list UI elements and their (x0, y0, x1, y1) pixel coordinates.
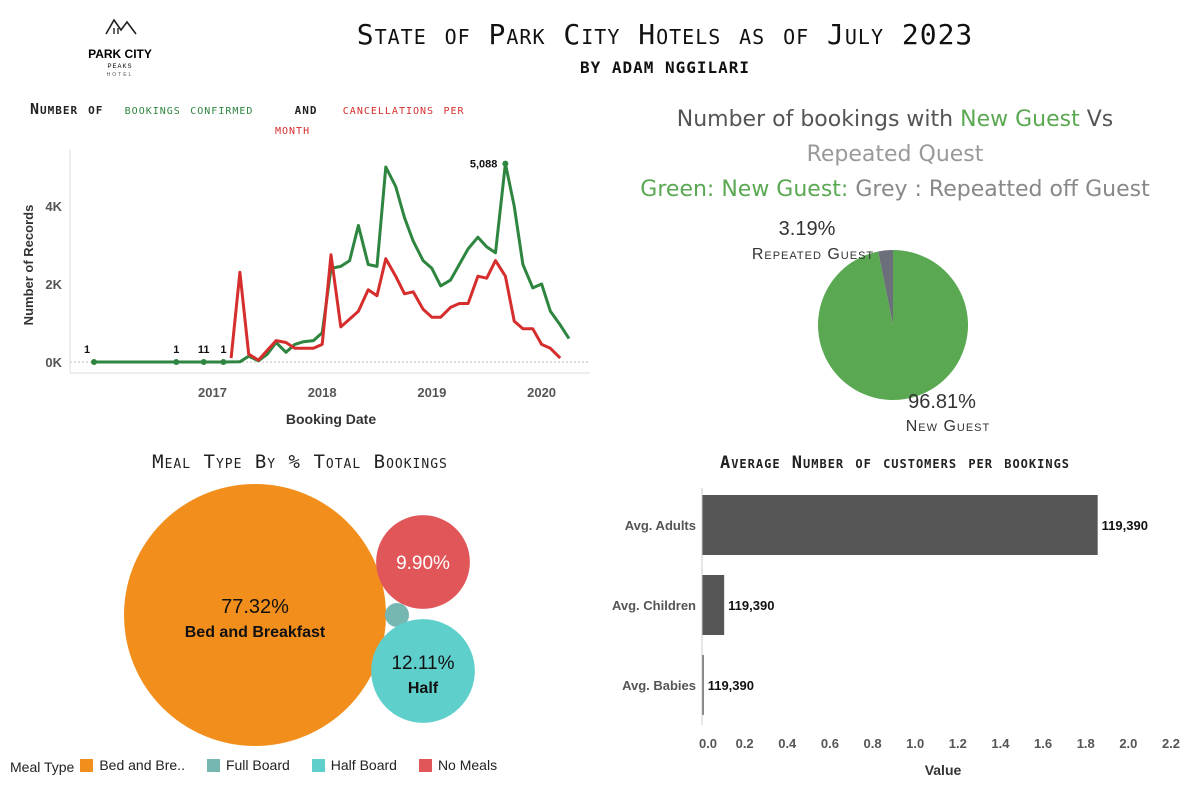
x-tick-label: 0.0 (699, 736, 717, 751)
x-tick-label: 1.0 (906, 736, 924, 751)
bar-data-label: 119,390 (1102, 518, 1148, 533)
meal-bubble-name: Half (408, 680, 439, 697)
data-label: 1 (220, 344, 226, 356)
pie-label-repeated-name: Repeated Guest (752, 246, 874, 263)
logo-line2: PEAKS (107, 64, 132, 70)
meal-legend-item[interactable]: Half Board (311, 757, 397, 773)
mountain-logo-icon: PARK CITY PEAKS HOTEL (88, 18, 152, 78)
line-title-prefix: Number of (30, 100, 104, 118)
legend-swatch (311, 758, 325, 772)
meal-bubble-bed-and-bre- (124, 484, 386, 746)
page-subtitle: BY ADAM NGGILARI (579, 58, 751, 77)
line-title-red: cancellations per (342, 102, 465, 118)
pie-label-repeated-pct: 3.19% (779, 218, 836, 240)
x-tick-label: 2017 (198, 385, 227, 400)
meal-bubble-pct: 77.32% (221, 596, 289, 618)
meal-bubble-chart: 77.32% Bed and Breakfast 12.11% Half 9.90% (124, 484, 475, 746)
meal-bubble-pct: 9.90% (396, 553, 450, 574)
x-axis-title: Value (925, 762, 962, 778)
x-tick-label: 0.2 (736, 736, 754, 751)
pie-title-l1-c: Vs (1086, 107, 1114, 132)
logo-line3: HOTEL (107, 72, 134, 78)
x-tick-label: 2020 (527, 385, 556, 400)
legend-swatch (80, 758, 94, 772)
pie-slice-new-guest (818, 250, 968, 400)
x-tick-label: 0.8 (864, 736, 882, 751)
data-point (173, 358, 180, 365)
y-tick-label: 4K (45, 199, 62, 214)
cancellations-line (229, 253, 562, 362)
data-label: 5,088 (470, 159, 498, 171)
bar-category-label: Avg. Children (612, 598, 696, 613)
meal-legend: Meal Type Bed and Bre.. Full Board Half Boa… (10, 757, 600, 777)
line-title-green: bookings confirmed (124, 102, 254, 118)
pie-title-l2: Repeated Quest (806, 142, 984, 167)
legend-label: Half Board (330, 757, 397, 773)
legend-swatch (418, 758, 432, 772)
line-title-and: and (294, 100, 318, 118)
data-point (91, 358, 97, 365)
bar-avg-babies (702, 655, 704, 715)
meal-legend-item[interactable]: No Meals (418, 757, 498, 773)
logo-line1: PARK CITY (88, 47, 152, 61)
x-tick-label: 1.6 (1034, 736, 1052, 751)
bar-data-label: 119,390 (728, 598, 774, 613)
page-title: State of Park City Hotels as of July 202… (356, 18, 974, 51)
x-tick-label: 2.0 (1119, 736, 1137, 751)
park-city-logo: PARK CITY PEAKS HOTEL (70, 14, 170, 80)
meal-legend-item[interactable]: Bed and Bre.. (80, 757, 185, 773)
pie-label-new-pct: 96.81% (908, 391, 976, 413)
bar-data-label: 119,390 (708, 678, 754, 693)
line-chart-title: Number of bookings confirmed and cancell… (20, 100, 590, 138)
y-axis-title: Number of Records (21, 205, 36, 326)
bar-category-label: Avg. Babies (622, 678, 696, 693)
data-point (502, 160, 509, 167)
data-point (220, 358, 227, 365)
legend-swatch (206, 758, 220, 772)
pie-chart-title: Number of bookings with New Guest Vs Rep… (610, 102, 1180, 207)
meal-bubble-half-board (371, 619, 475, 723)
legend-label: Bed and Bre.. (99, 757, 185, 773)
data-point (200, 358, 207, 365)
pie-chart: 3.19% Repeated Guest 96.81% New Guest (752, 218, 991, 435)
meal-legend-item[interactable]: Full Board (206, 757, 290, 773)
data-label: 1 (84, 344, 90, 356)
y-tick-label: 2K (45, 277, 62, 292)
bar-avg-adults (702, 495, 1098, 555)
x-tick-label: 2.2 (1162, 736, 1180, 751)
x-tick-label: 1.4 (991, 736, 1010, 751)
meal-chart-title: Meal Type By % Total Bookings (152, 451, 448, 473)
pie-title-l3-a: Green: New Guest: (640, 177, 849, 202)
avg-bar-chart: Avg. Adults 119,390 Avg. Children 119,390 Av… (612, 488, 1180, 778)
data-label: 1 (173, 344, 179, 356)
meal-bubble-name: Bed and Breakfast (185, 624, 326, 641)
avg-chart-title: Average Number of customers per bookings (719, 453, 1071, 473)
x-tick-label: 1.2 (949, 736, 967, 751)
pie-title-l1-a: Number of bookings with (676, 107, 954, 132)
x-axis-title: Booking Date (286, 411, 376, 427)
pie-title-l1-b: New Guest (960, 107, 1080, 132)
bar-avg-children (702, 575, 725, 635)
legend-label: No Meals (437, 757, 498, 773)
x-tick-label: 0.4 (778, 736, 797, 751)
line-title-red2: month (275, 122, 311, 138)
y-tick-label: 0K (45, 355, 62, 370)
x-tick-label: 1.8 (1077, 736, 1095, 751)
x-tick-label: 2018 (308, 385, 337, 400)
x-tick-label: 0.6 (821, 736, 839, 751)
pie-label-new-name: New Guest (906, 418, 991, 435)
pie-slice-repeated-guest (878, 250, 893, 325)
legend-label: Full Board (225, 757, 290, 773)
meal-legend-title: Meal Type (10, 758, 75, 775)
meal-bubble-full-board (385, 603, 409, 627)
meal-bubble-no-meals (376, 515, 470, 609)
pie-title-l3-b: Grey : Repeatted off Guest (855, 177, 1150, 202)
x-tick-label: 2019 (417, 385, 446, 400)
data-label: 11 (198, 344, 210, 356)
meal-bubble-pct: 12.11% (391, 653, 454, 674)
bar-category-label: Avg. Adults (625, 518, 696, 533)
line-chart: 0K 2K 4K 2017 2018 2019 2020 Booking Date Number… (21, 150, 590, 427)
